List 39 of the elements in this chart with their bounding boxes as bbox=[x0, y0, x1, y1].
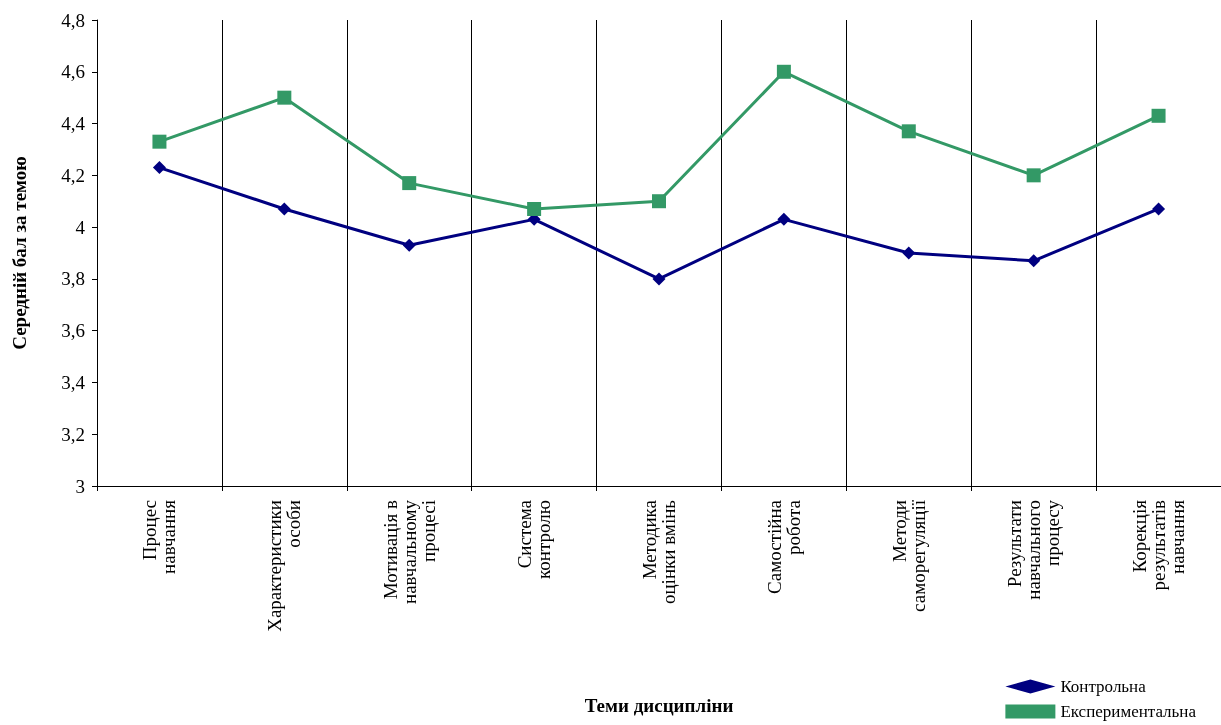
y-tick-label: 4,4 bbox=[61, 113, 86, 135]
point bbox=[1152, 202, 1166, 216]
point bbox=[652, 272, 666, 286]
x-tick-label: Система контролю bbox=[514, 499, 555, 579]
legend-label: Експериментальна bbox=[1060, 702, 1197, 721]
x-tick-label: Процес навчання bbox=[139, 499, 180, 574]
y-tick-label: 4,8 bbox=[61, 9, 85, 31]
legend-label: Контрольна bbox=[1060, 677, 1147, 696]
point bbox=[527, 201, 542, 216]
point bbox=[152, 161, 166, 175]
point bbox=[777, 212, 791, 226]
x-axis-title: Теми дисципліни bbox=[584, 695, 734, 716]
y-tick-label: 4,2 bbox=[61, 164, 85, 186]
y-tick-label: 4 bbox=[75, 216, 86, 238]
y-tick-label: 3,2 bbox=[61, 423, 85, 445]
y-tick-label: 3 bbox=[75, 475, 85, 497]
x-tick-label: Результати навчального процесу bbox=[1004, 499, 1064, 600]
x-tick-label: Методика оцінки вмінь bbox=[639, 499, 679, 605]
point bbox=[902, 246, 916, 260]
x-tick-label: Характеристики особи bbox=[264, 500, 305, 632]
point bbox=[652, 194, 666, 209]
point bbox=[402, 176, 417, 191]
y-tick-label: 3,6 bbox=[61, 320, 85, 342]
point bbox=[1026, 168, 1041, 183]
point bbox=[901, 124, 916, 139]
x-tick-label: Самостійна робота bbox=[763, 499, 804, 594]
y-axis-title: Середній бал за темою bbox=[9, 156, 30, 350]
point bbox=[277, 202, 291, 216]
x-tick-label: Мотивація в навчальному процесі bbox=[379, 499, 439, 604]
point bbox=[776, 64, 791, 79]
y-tick-label: 4,6 bbox=[61, 61, 85, 83]
point bbox=[1151, 108, 1166, 123]
point bbox=[152, 134, 167, 149]
point bbox=[277, 90, 292, 105]
point bbox=[402, 238, 416, 252]
y-tick-label: 3,4 bbox=[61, 371, 86, 393]
y-tick-label: 3,8 bbox=[61, 268, 85, 290]
point bbox=[1027, 254, 1041, 268]
x-tick-label: Корекція результатів навчання bbox=[1129, 499, 1189, 591]
